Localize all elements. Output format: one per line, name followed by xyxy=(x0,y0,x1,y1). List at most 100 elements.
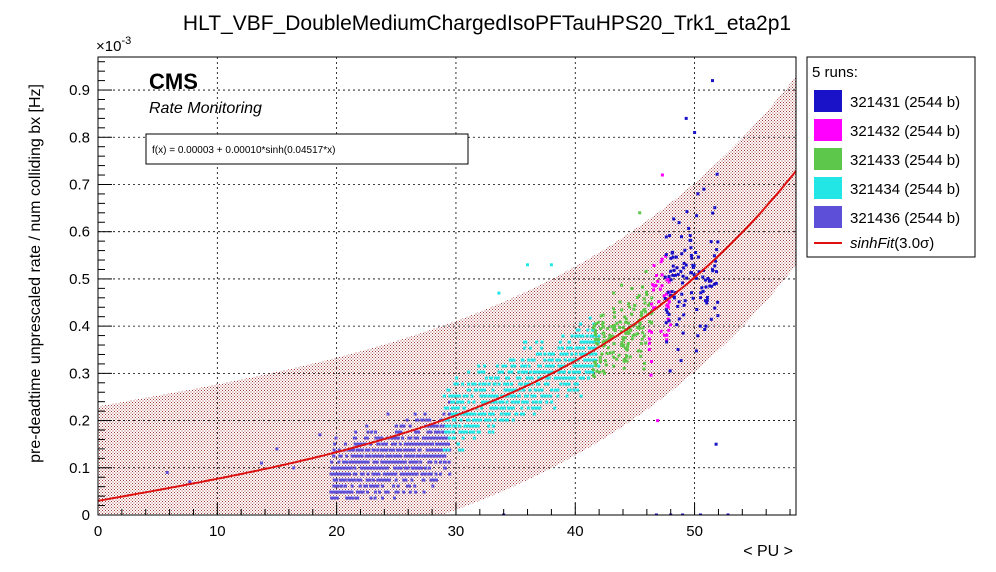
y-exponent: ×10-3 xyxy=(96,35,131,55)
data-point xyxy=(481,382,485,386)
data-point xyxy=(708,284,712,288)
data-point xyxy=(473,382,477,386)
data-point xyxy=(480,412,484,416)
data-point xyxy=(399,454,403,458)
data-point xyxy=(677,317,681,321)
data-point xyxy=(350,490,354,494)
data-point xyxy=(597,364,601,368)
data-point xyxy=(520,364,524,368)
data-point xyxy=(436,442,440,446)
data-point xyxy=(385,454,389,458)
data-point xyxy=(520,370,524,374)
data-point xyxy=(478,388,482,392)
data-point xyxy=(603,371,606,375)
data-point xyxy=(618,300,622,304)
data-point xyxy=(553,376,557,380)
data-point xyxy=(342,460,346,464)
data-point xyxy=(673,274,677,277)
data-point xyxy=(359,472,363,476)
data-point xyxy=(702,187,706,191)
data-point xyxy=(691,265,695,269)
data-point xyxy=(411,448,415,452)
data-point xyxy=(446,448,450,452)
data-point xyxy=(434,478,437,482)
data-point xyxy=(364,448,368,452)
data-point xyxy=(451,430,455,434)
data-point xyxy=(592,324,596,328)
data-point xyxy=(546,364,550,368)
data-point xyxy=(690,271,694,275)
data-point xyxy=(482,370,486,374)
data-point xyxy=(531,406,535,410)
data-point xyxy=(507,406,511,410)
data-point xyxy=(624,320,628,324)
data-point xyxy=(600,352,604,356)
data-point xyxy=(435,454,438,458)
data-point xyxy=(639,354,643,358)
data-point xyxy=(586,370,590,374)
data-point xyxy=(622,343,626,347)
data-point xyxy=(555,358,559,362)
chart-title: HLT_VBF_DoubleMediumChargedIsoPFTauHPS20… xyxy=(183,12,791,35)
data-point xyxy=(610,324,614,328)
data-point xyxy=(503,388,507,392)
data-point xyxy=(376,466,380,470)
data-point xyxy=(427,472,431,476)
data-point xyxy=(437,430,441,434)
data-point xyxy=(329,490,333,494)
data-point xyxy=(394,472,397,476)
data-point xyxy=(621,326,625,330)
data-point xyxy=(422,490,426,494)
data-point xyxy=(681,281,684,285)
data-point xyxy=(375,460,379,464)
data-point xyxy=(574,352,578,356)
data-point xyxy=(542,370,546,374)
data-point xyxy=(549,263,553,267)
x-tick-label: 40 xyxy=(567,523,584,540)
data-point xyxy=(384,478,388,482)
data-point xyxy=(439,460,442,464)
data-point xyxy=(410,466,414,470)
data-point xyxy=(366,454,370,458)
data-point xyxy=(355,460,359,464)
data-point xyxy=(364,460,367,464)
data-point xyxy=(522,412,526,416)
data-point xyxy=(593,360,597,364)
data-point xyxy=(360,454,364,458)
data-point xyxy=(699,296,702,300)
data-point xyxy=(526,263,529,267)
data-point xyxy=(379,478,383,482)
data-point xyxy=(581,364,585,368)
data-point xyxy=(454,424,458,428)
data-point xyxy=(442,412,446,416)
data-point xyxy=(411,460,415,464)
data-point xyxy=(385,490,388,494)
data-point xyxy=(612,355,616,359)
data-point xyxy=(524,382,528,386)
data-point xyxy=(405,418,409,422)
data-point xyxy=(393,454,397,458)
data-point xyxy=(371,448,375,452)
data-point xyxy=(494,376,497,380)
data-point xyxy=(680,252,684,256)
data-point xyxy=(549,352,553,356)
data-point xyxy=(665,310,669,314)
data-point xyxy=(612,364,616,368)
data-point xyxy=(592,334,596,338)
data-point xyxy=(620,308,624,312)
data-point xyxy=(660,284,664,288)
data-point xyxy=(592,326,595,330)
data-point xyxy=(591,370,595,374)
data-point xyxy=(487,382,491,386)
data-point xyxy=(612,291,616,295)
data-point xyxy=(523,394,527,398)
data-point xyxy=(644,341,648,345)
data-point xyxy=(347,466,351,470)
data-point xyxy=(594,352,598,356)
data-point xyxy=(501,364,505,368)
data-point xyxy=(696,255,700,259)
data-point xyxy=(358,484,362,488)
data-point xyxy=(487,430,491,434)
data-point xyxy=(366,430,370,434)
